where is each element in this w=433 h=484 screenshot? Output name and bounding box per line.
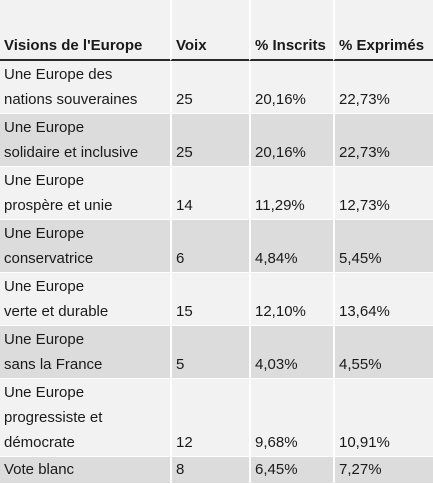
cell-inscrits: 6,45%: [249, 457, 333, 484]
cell-voix: 5: [170, 326, 249, 379]
header-visions: Visions de l'Europe: [0, 0, 170, 61]
table-row: Une Europe progressiste et démocrate 12 9,68…: [0, 379, 433, 457]
row-label-line: sans la France: [4, 356, 103, 373]
row-label-line: Une Europe: [4, 384, 85, 401]
cell-inscrits: 12,10%: [249, 273, 333, 326]
cell-voix: 25: [170, 61, 249, 114]
cell-inscrits: 11,29%: [249, 167, 333, 220]
cell-voix: 15: [170, 273, 249, 326]
cell-exprimes: 5,45%: [333, 220, 433, 273]
cell-exprimes: 10,91%: [333, 379, 433, 457]
row-label-line: Une Europe: [4, 278, 85, 295]
row-label-line: verte et durable: [4, 303, 109, 320]
cell-voix: 14: [170, 167, 249, 220]
row-label: Une Europe verte et durable: [0, 273, 170, 326]
row-label: Une Europe solidaire et inclusive: [0, 114, 170, 167]
row-label-line: conservatrice: [4, 250, 94, 267]
table-header: Visions de l'Europe Voix % Inscrits % Ex…: [0, 0, 433, 61]
table-row: Une Europe des nations souveraines 25 20,16…: [0, 61, 433, 114]
row-label-line: Une Europe: [4, 331, 85, 348]
cell-inscrits: 20,16%: [249, 61, 333, 114]
row-label-line: Une Europe: [4, 119, 85, 136]
header-exprimes: % Exprimés: [333, 0, 433, 61]
cell-inscrits: 20,16%: [249, 114, 333, 167]
cell-voix: 8: [170, 457, 249, 484]
table-row: Une Europe sans la France 5 4,03% 4,55%: [0, 326, 433, 379]
row-label-line: Une Europe: [4, 172, 85, 189]
cell-exprimes: 7,27%: [333, 457, 433, 484]
cell-exprimes: 4,55%: [333, 326, 433, 379]
row-label: Une Europe progressiste et démocrate: [0, 379, 170, 457]
cell-voix: 6: [170, 220, 249, 273]
row-label-line: Une Europe: [4, 225, 85, 242]
row-label: Une Europe prospère et unie: [0, 167, 170, 220]
cell-exprimes: 13,64%: [333, 273, 433, 326]
table-row: Une Europe solidaire et inclusive 25 20,16%…: [0, 114, 433, 167]
header-inscrits: % Inscrits: [249, 0, 333, 61]
header-row: Visions de l'Europe Voix % Inscrits % Ex…: [0, 0, 433, 61]
row-label: Une Europe des nations souveraines: [0, 61, 170, 114]
cell-exprimes: 22,73%: [333, 61, 433, 114]
row-label: Vote blanc: [0, 457, 170, 484]
table-row: Vote blanc 8 6,45% 7,27%: [0, 457, 433, 484]
cell-inscrits: 4,03%: [249, 326, 333, 379]
row-label-line: Une Europe des: [4, 66, 113, 83]
cell-voix: 12: [170, 379, 249, 457]
row-label-line: solidaire et inclusive: [4, 144, 139, 161]
cell-exprimes: 12,73%: [333, 167, 433, 220]
row-label-line: progressiste et: [4, 409, 103, 426]
row-label-line: prospère et unie: [4, 197, 113, 214]
table-row: Une Europe conservatrice 6 4,84% 5,45%: [0, 220, 433, 273]
table-body: Une Europe des nations souveraines 25 20,16…: [0, 61, 433, 484]
cell-voix: 25: [170, 114, 249, 167]
row-label: Une Europe conservatrice: [0, 220, 170, 273]
table-row: Une Europe verte et durable 15 12,10% 13,64%: [0, 273, 433, 326]
row-label: Une Europe sans la France: [0, 326, 170, 379]
row-label-line: Vote blanc: [4, 461, 75, 478]
cell-inscrits: 9,68%: [249, 379, 333, 457]
row-label-line: nations souveraines: [4, 91, 138, 108]
cell-inscrits: 4,84%: [249, 220, 333, 273]
cell-exprimes: 22,73%: [333, 114, 433, 167]
table-row: Une Europe prospère et unie 14 11,29% 12,73%: [0, 167, 433, 220]
header-voix: Voix: [170, 0, 249, 61]
row-label-line: démocrate: [4, 434, 75, 451]
